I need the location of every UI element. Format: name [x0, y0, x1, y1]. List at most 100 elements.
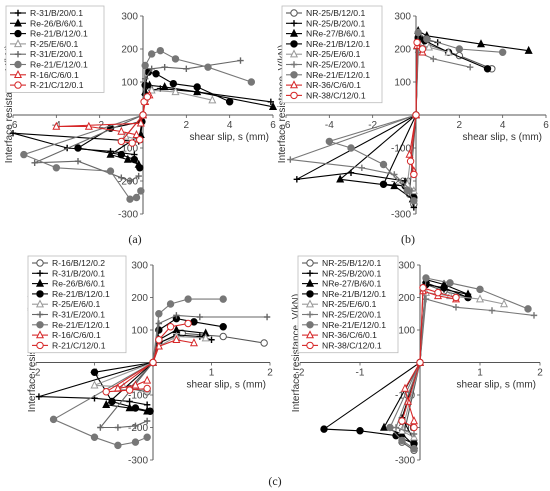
- x-tick-label: 1: [209, 368, 215, 379]
- legend: R-16/B/12/0.2R-31/B/20/0.1Re-26/B/6/0.1R…: [27, 255, 127, 354]
- data-point: [289, 80, 299, 89]
- data-point: [398, 436, 406, 445]
- data-point: [171, 87, 180, 96]
- legend-label: NRe-27/B/6/0.1: [306, 29, 365, 39]
- series-group: [9, 46, 277, 203]
- data-point: [287, 156, 294, 163]
- data-point: [35, 278, 45, 287]
- data-point: [172, 334, 181, 343]
- data-point: [84, 121, 93, 130]
- data-point: [156, 46, 165, 55]
- series-2: [398, 279, 472, 444]
- data-point: [13, 18, 23, 27]
- data-point: [208, 336, 215, 343]
- data-point: [132, 193, 141, 202]
- data-point: [20, 150, 28, 159]
- series-7: [386, 274, 532, 453]
- data-point: [36, 259, 44, 267]
- legend-label: NR-25/E/20/0.1: [306, 60, 365, 70]
- data-point: [196, 313, 203, 321]
- data-point: [193, 87, 202, 96]
- legend-label: NR-36/C/6/0.1: [306, 80, 361, 90]
- data-point: [305, 299, 315, 308]
- x-tick-label: 4: [227, 120, 233, 131]
- data-point: [148, 65, 155, 72]
- data-point: [306, 259, 314, 267]
- data-point: [160, 82, 169, 91]
- legend-item: NR-25/B/20/0.1: [302, 268, 381, 278]
- data-point: [444, 47, 453, 56]
- series-line: [408, 38, 493, 205]
- series-group: [287, 26, 533, 211]
- y-tick-label: 100: [131, 326, 148, 337]
- x-tick-label: -6: [9, 120, 18, 131]
- data-point: [184, 295, 192, 303]
- data-point: [184, 319, 192, 328]
- y-tick-label: -200: [118, 177, 138, 188]
- data-point: [36, 290, 44, 298]
- legend-label: R-31/E/20/0.1: [30, 49, 83, 59]
- legend-label: Re-26/B/6/0.1: [30, 18, 83, 28]
- data-point: [131, 438, 140, 446]
- legend-label: NR-25/B/12/0.1: [322, 258, 381, 268]
- legend-label: NRe-21/B/12/0.1: [306, 39, 370, 49]
- data-point: [196, 333, 203, 340]
- legend-item: NR-25/B/12/0.1: [286, 8, 365, 18]
- data-point: [125, 403, 134, 412]
- data-point: [290, 61, 298, 68]
- legend-label: NR-25/E/6/0.1: [322, 299, 377, 309]
- legend-item: NRe-27/B/6/0.1: [286, 29, 365, 39]
- legend-label: NR-25/B/12/0.1: [306, 8, 365, 18]
- y-tick-label: 300: [398, 261, 415, 272]
- legend-item: NR-25/E/20/0.1: [302, 310, 381, 320]
- x-tick-label: -4: [325, 120, 334, 131]
- legend-label: NR-25/E/6/0.1: [306, 49, 361, 59]
- series-group: [320, 274, 538, 454]
- legend-item: NR-25/B/12/0.1: [302, 258, 381, 268]
- legend-label: Re-21/B/12/0.1: [30, 29, 88, 39]
- legend-label: NRe-21/E/12/0.1: [322, 320, 386, 330]
- data-point: [155, 320, 163, 327]
- data-point: [392, 424, 400, 431]
- data-point: [400, 383, 410, 392]
- data-point: [247, 78, 256, 86]
- data-point: [416, 358, 424, 367]
- y-tick-label: 200: [394, 45, 411, 56]
- y-tick-label: -300: [128, 456, 148, 467]
- y-tick-label: 200: [398, 293, 415, 304]
- legend-label: R-21/C/12/0.1: [30, 80, 84, 90]
- series-8: [400, 286, 461, 425]
- data-point: [305, 278, 315, 287]
- series-9: [398, 284, 460, 432]
- data-point: [161, 63, 168, 71]
- data-point: [74, 158, 82, 165]
- legend-label: NRe-27/B/6/0.1: [322, 279, 381, 289]
- data-point: [267, 98, 275, 105]
- data-point: [118, 174, 125, 181]
- panel-label: (b): [401, 232, 415, 246]
- data-point: [36, 321, 44, 329]
- series-line: [290, 51, 471, 192]
- data-point: [149, 358, 157, 367]
- data-point: [155, 336, 163, 344]
- legend-label: R-31/B/20/0.1: [30, 8, 83, 18]
- data-point: [293, 176, 301, 183]
- data-point: [90, 433, 99, 441]
- data-point: [183, 65, 190, 72]
- legend-label: R-16/C/6/0.1: [30, 70, 79, 80]
- legend-label: R-25/E/6/0.1: [30, 39, 78, 49]
- x-axis-title: shear slip, s (mm): [463, 132, 542, 143]
- legend-label: R-21/C/12/0.1: [52, 340, 106, 350]
- y-tick-label: -100: [391, 144, 411, 155]
- data-point: [130, 155, 139, 164]
- series-5: [397, 287, 509, 441]
- chart-panel-2: -6 -4 -2 2 4 6 300 200 100 -100 -200 -300 shear slip…: [277, 5, 549, 246]
- data-point: [356, 427, 364, 435]
- data-point: [498, 48, 507, 56]
- legend-item: Re-21/B/12/0.1: [10, 29, 88, 39]
- data-point: [392, 431, 400, 440]
- series-9: [406, 38, 427, 179]
- series-line: [296, 32, 438, 208]
- data-point: [379, 180, 388, 189]
